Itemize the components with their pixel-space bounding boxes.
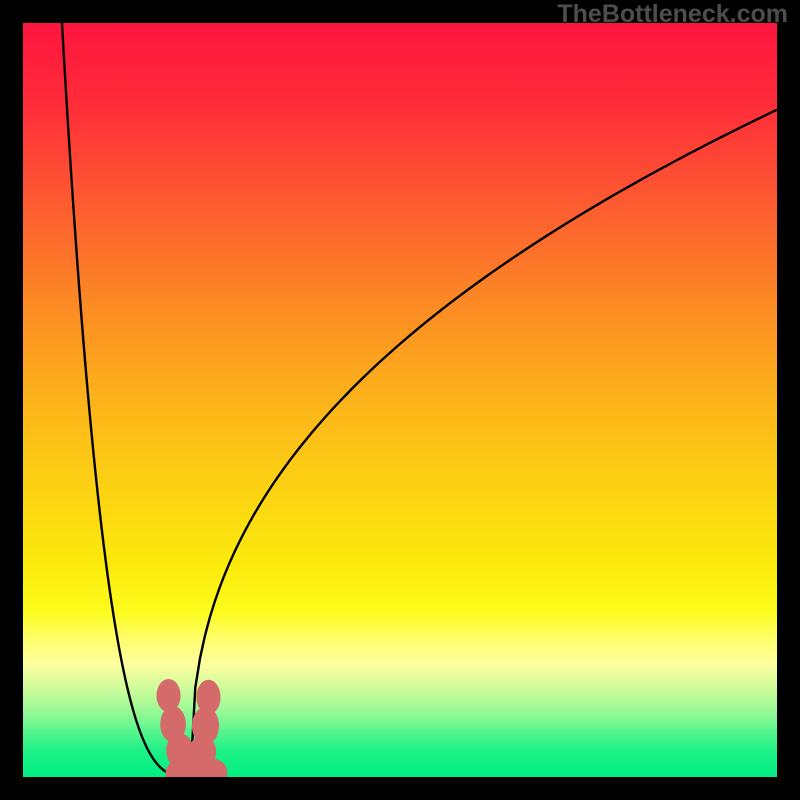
bottleneck-curve — [23, 23, 777, 777]
watermark-text: TheBottleneck.com — [557, 0, 788, 29]
plot-area — [23, 23, 777, 777]
curve-path — [61, 23, 777, 777]
outer-frame — [0, 0, 800, 800]
